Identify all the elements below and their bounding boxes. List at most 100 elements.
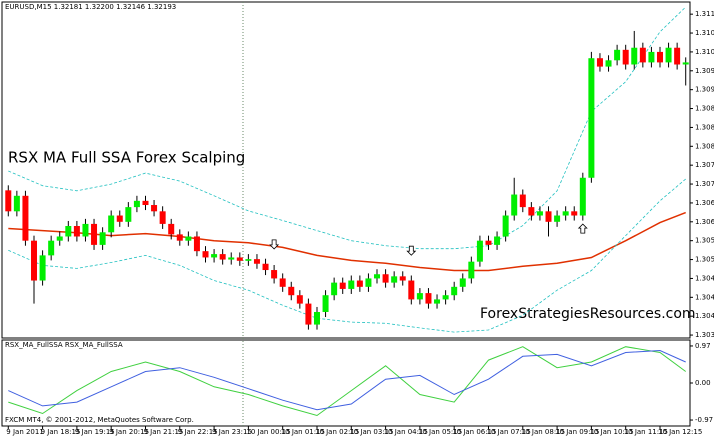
candle-body — [622, 49, 629, 65]
candle-body — [365, 278, 372, 287]
x-tick-label: 9 Jan 23:15 — [212, 428, 252, 436]
x-tick-label: 10 Jan 06:15 — [452, 428, 496, 436]
candle-body — [605, 60, 612, 67]
line — [8, 346, 686, 417]
candle-body — [5, 190, 12, 212]
signal-arrow — [269, 239, 280, 250]
x-tick-label: 9 Jan 20:15 — [109, 428, 149, 436]
candle-body — [245, 259, 252, 261]
y-tick-label: 1.30895 — [695, 105, 714, 113]
y-tick-label: 1.30940 — [695, 86, 714, 94]
candle-body — [399, 276, 406, 281]
candle-body — [382, 274, 389, 283]
candle-body — [425, 293, 432, 304]
candle-body — [133, 200, 140, 208]
x-tick-label: 9 Jan 2011 — [6, 428, 44, 436]
candle-body — [331, 282, 338, 296]
candle-body — [288, 286, 295, 296]
annotation: RSX MA Full SSA Forex Scalping — [8, 149, 245, 167]
candle-body — [494, 236, 501, 245]
candle-body — [468, 261, 475, 279]
candle-body — [579, 177, 586, 216]
candle-body — [176, 234, 183, 241]
candle-body — [502, 215, 509, 237]
candle-body — [296, 295, 303, 304]
candle-body — [65, 226, 72, 237]
candle-body — [185, 236, 192, 241]
candle-body — [56, 236, 63, 241]
y-tick-label: 1.30535 — [695, 256, 714, 264]
y-tick-label: 1.30850 — [695, 123, 714, 131]
candle-body — [451, 286, 458, 296]
candle-body — [108, 215, 115, 233]
footer: FXCM MT4, © 2001-2012, MetaQuotes Softwa… — [5, 416, 194, 424]
y-tick-label: 1.30490 — [695, 274, 714, 282]
candle-body — [596, 58, 603, 67]
y-tick-label: 1.30805 — [695, 142, 714, 150]
y-tick-label: 1.31030 — [695, 48, 714, 56]
candle-body — [639, 47, 646, 63]
x-tick-label: 10 Jan 04:15 — [384, 428, 428, 436]
candle-body — [339, 282, 346, 289]
candle-body — [571, 211, 578, 216]
y-tick-label: 1.30670 — [695, 199, 714, 207]
signal-arrow — [577, 223, 588, 234]
candle-body — [91, 223, 98, 245]
x-tick-label: 10 Jan 05:15 — [418, 428, 462, 436]
candle-body — [279, 278, 286, 287]
x-tick-label: 9 Jan 19:15 — [75, 428, 115, 436]
x-tick-label: 10 Jan 00:15 — [246, 428, 290, 436]
candle-body — [13, 195, 20, 212]
candle-body — [211, 254, 218, 258]
candle-body — [236, 257, 243, 261]
indicator-title: RSX_MA_FullSSA RSX_MA_FullSSA — [5, 341, 123, 349]
candle-body — [391, 276, 398, 283]
candle-body — [228, 257, 235, 260]
y-tick-label: 1.30760 — [695, 161, 714, 169]
watermark: ForexStrategiesResources.com — [480, 306, 696, 322]
candle-body — [656, 51, 663, 63]
line — [8, 349, 686, 411]
candle-body — [202, 251, 209, 258]
line — [8, 211, 686, 272]
x-tick-label: 10 Jan 08:15 — [521, 428, 565, 436]
candle-body — [22, 195, 29, 241]
main-panel — [1, 1, 691, 339]
y-tick-label: 1.30400 — [695, 312, 714, 320]
candle-body — [408, 280, 415, 300]
candle-body — [313, 311, 320, 325]
candle-body — [73, 226, 80, 237]
y-tick-label: -0.97 — [695, 416, 713, 424]
x-tick-label: 10 Jan 03:15 — [349, 428, 393, 436]
candle-body — [434, 299, 441, 304]
candle-body — [39, 255, 46, 281]
candle-body — [271, 270, 278, 279]
candle-body — [151, 205, 158, 212]
candle-body — [82, 223, 89, 237]
candle-body — [442, 295, 449, 300]
candle-body — [519, 194, 526, 208]
x-tick-label: 10 Jan 01:15 — [281, 428, 325, 436]
y-tick-label: 1.31075 — [695, 29, 714, 37]
x-tick-label: 9 Jan 21:15 — [143, 428, 183, 436]
candle-body — [262, 263, 269, 271]
chart-title: EURUSD,M15 1.32181 1.32200 1.32146 1.321… — [5, 3, 176, 11]
candle-body — [99, 232, 106, 245]
x-tick-label: 10 Jan 07:15 — [486, 428, 530, 436]
candle-body — [536, 211, 543, 216]
candle-body — [374, 274, 381, 279]
y-tick-label: 0.97 — [695, 342, 711, 350]
y-tick-label: 1.30625 — [695, 218, 714, 226]
x-tick-label: 9 Jan 18:15 — [41, 428, 81, 436]
candle-body — [159, 211, 166, 224]
candle-body — [528, 207, 535, 216]
candle-body — [588, 58, 595, 178]
line — [8, 6, 686, 250]
candle-body — [219, 254, 226, 260]
x-tick-label: 10 Jan 09:15 — [555, 428, 599, 436]
y-tick-label: 1.30985 — [695, 67, 714, 75]
y-tick-label: 1.30580 — [695, 237, 714, 245]
x-tick-label: 10 Jan 02:15 — [315, 428, 359, 436]
candle-body — [193, 236, 200, 252]
y-tick-label: 1.30445 — [695, 293, 714, 301]
